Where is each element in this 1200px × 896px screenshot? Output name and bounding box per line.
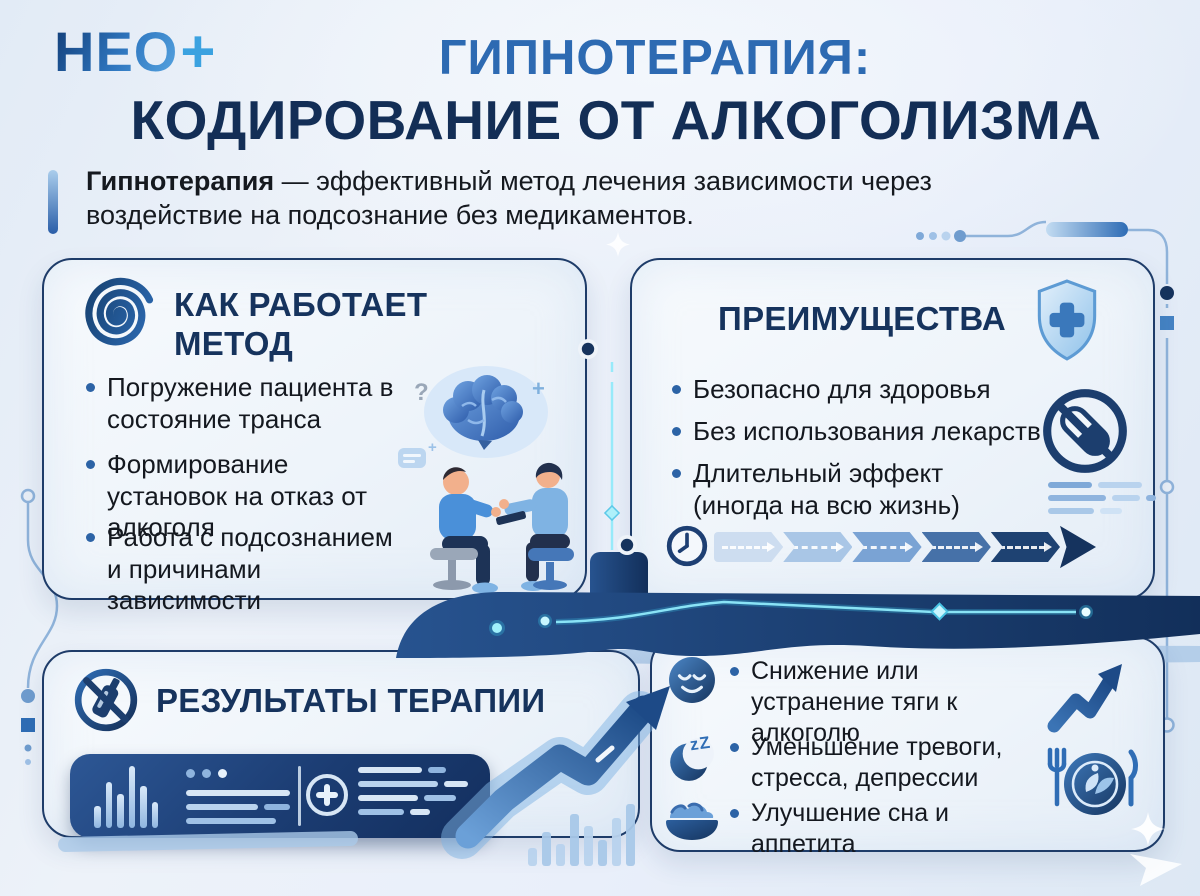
intro-accent-bar: [48, 170, 58, 234]
bullet-dot: [672, 385, 681, 394]
fork-glyph: [1047, 747, 1067, 807]
bullet-dot: [672, 427, 681, 436]
advantages-title: ПРЕИМУЩЕСТВА: [718, 300, 1006, 337]
bullet-dot: [672, 469, 681, 478]
circle-plus-glyph: [306, 774, 348, 816]
bullet-dot: [86, 460, 95, 469]
advantage-bullet-3: Длительный эффект (иногда на всю жизнь): [672, 458, 988, 521]
advantage-bullet-2: Без использования лекарств: [672, 416, 1041, 448]
page-title-line2: КОДИРОВАНИЕ ОТ АЛКОГОЛИЗМА: [130, 89, 1102, 151]
intro-rest: — эффективный метод лечения зависимости …: [86, 166, 932, 231]
logo-plus: +: [180, 18, 216, 85]
bullet-dot: [730, 743, 739, 752]
bullet-dot: [86, 383, 95, 392]
growth-arrow-icon: [1047, 664, 1122, 733]
bar-chart-glyph: [94, 766, 158, 828]
method-title: КАК РАБОТАЕТ МЕТОД: [174, 286, 428, 362]
food-bowl-icon: [666, 802, 718, 840]
effect-bullet-3: Улучшение сна и аппетита: [730, 798, 1059, 860]
card-therapy-effects: Снижение или устранение тяги к алкоголю …: [650, 636, 1165, 858]
clock-icon: [666, 525, 708, 567]
logo: НЕО +: [54, 18, 216, 85]
advantage-bullet-1: Безопасно для здоровья: [672, 374, 991, 406]
effect-duration-timeline: [714, 525, 1097, 569]
method-bullet-3: Работа с подсознанием и причинами зависи…: [86, 522, 412, 617]
method-bullet-1: Погружение пациента в состояние транса: [86, 372, 412, 435]
results-title: РЕЗУЛЬТАТЫ ТЕРАПИИ: [156, 682, 546, 719]
healthy-meal-plate-icon: [1047, 747, 1138, 815]
effect-bullet-2: Уменьшение тревоги, стресса, депрессии: [730, 732, 1021, 794]
intro-paragraph: Гипнотерапия — эффективный метод лечения…: [86, 164, 996, 233]
method-bullet-2: Формирование установок на отказ от алког…: [86, 449, 412, 544]
card-therapy-results: РЕЗУЛЬТАТЫ ТЕРАПИИ: [42, 650, 640, 838]
illustration-question-mark: ?: [414, 379, 429, 406]
text-lines-glyph: [358, 767, 468, 815]
illustration-plus-sign: +: [532, 376, 545, 401]
no-pills-icon: [1043, 389, 1127, 473]
bullet-dot: [730, 667, 739, 676]
card-advantages: ПРЕИМУЩЕСТВА Безопасно для здоровья Без …: [630, 258, 1156, 600]
timeline-arrowhead: [1060, 525, 1097, 569]
knife-glyph: [1128, 749, 1138, 807]
page-title-line1: ГИПНОТЕРАПИЯ:: [438, 31, 872, 85]
bullet-dot: [730, 809, 739, 818]
no-alcohol-icon: [74, 668, 138, 732]
logo-text: НЕО: [54, 20, 179, 83]
sleep-zz-glyph: zZ: [688, 732, 713, 755]
sleep-moon-icon: [670, 738, 714, 781]
left-circuit-trace: [26, 503, 59, 689]
effect-bullet-1: Снижение или устранение тяги к алкоголю: [730, 656, 1056, 749]
results-dashboard-panel: [70, 754, 490, 838]
svg-text:+: +: [428, 439, 437, 456]
therapy-session-illustration: ? + +: [398, 366, 574, 594]
hypnosis-spiral-icon: [85, 277, 154, 346]
medical-shield-icon: [1037, 279, 1097, 361]
calm-face-icon: [669, 657, 715, 703]
card-how-method-works: КАК РАБОТАЕТ МЕТОД Погружение пациента в…: [42, 258, 587, 615]
intro-lead: Гипнотерапия: [86, 166, 275, 196]
bullet-dot: [86, 533, 95, 542]
